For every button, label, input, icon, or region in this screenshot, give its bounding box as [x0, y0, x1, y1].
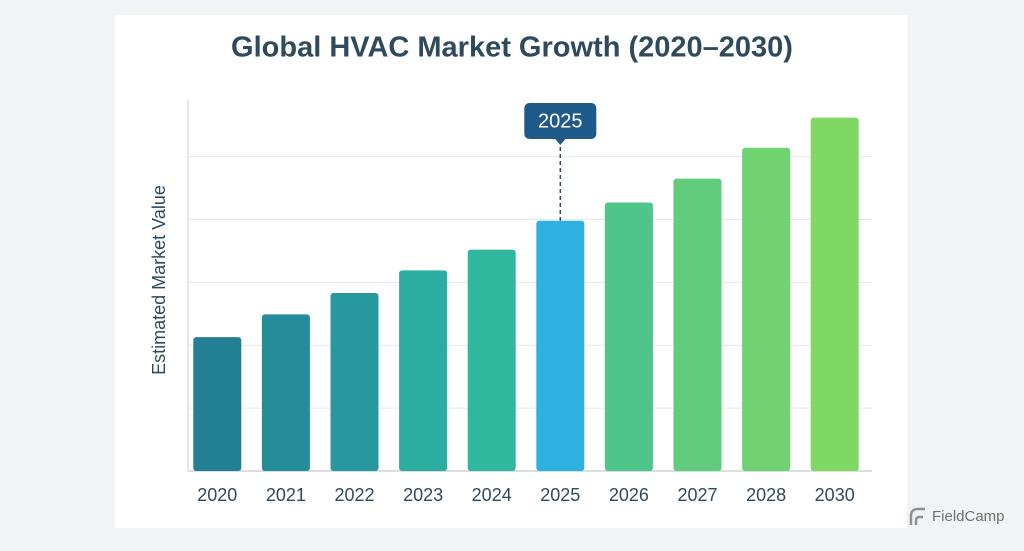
x-tick-label: 2024 — [472, 485, 512, 505]
callout-pointer — [554, 138, 567, 145]
bar — [261, 314, 310, 471]
x-tick-label: 2023 — [403, 485, 443, 505]
x-tick-label: 2021 — [266, 485, 306, 505]
bar — [193, 337, 242, 471]
bar — [467, 249, 516, 471]
callout-label: 2025 — [538, 110, 583, 132]
x-tick-label: 2025 — [540, 485, 580, 505]
bar — [536, 220, 585, 471]
bar — [810, 117, 859, 471]
logo-icon — [909, 507, 925, 525]
x-tick-label: 2026 — [609, 485, 649, 505]
x-tick-label: 2020 — [197, 485, 237, 505]
bar — [742, 147, 791, 471]
x-tick-label: 2027 — [677, 485, 717, 505]
x-tick-label: 2030 — [815, 485, 855, 505]
callout-box — [524, 103, 597, 139]
y-axis-label: Estimated Market Value — [149, 185, 169, 375]
x-tick-label: 2022 — [334, 485, 374, 505]
bar — [673, 178, 722, 472]
watermark: FieldCamp — [932, 508, 1005, 525]
bar — [399, 270, 448, 471]
bar — [330, 293, 379, 471]
bar — [604, 202, 653, 471]
x-tick-label: 2028 — [746, 485, 786, 505]
watermark-logo: FieldCamp — [909, 507, 1005, 525]
chart-title: Global HVAC Market Growth (2020–2030) — [231, 32, 793, 64]
